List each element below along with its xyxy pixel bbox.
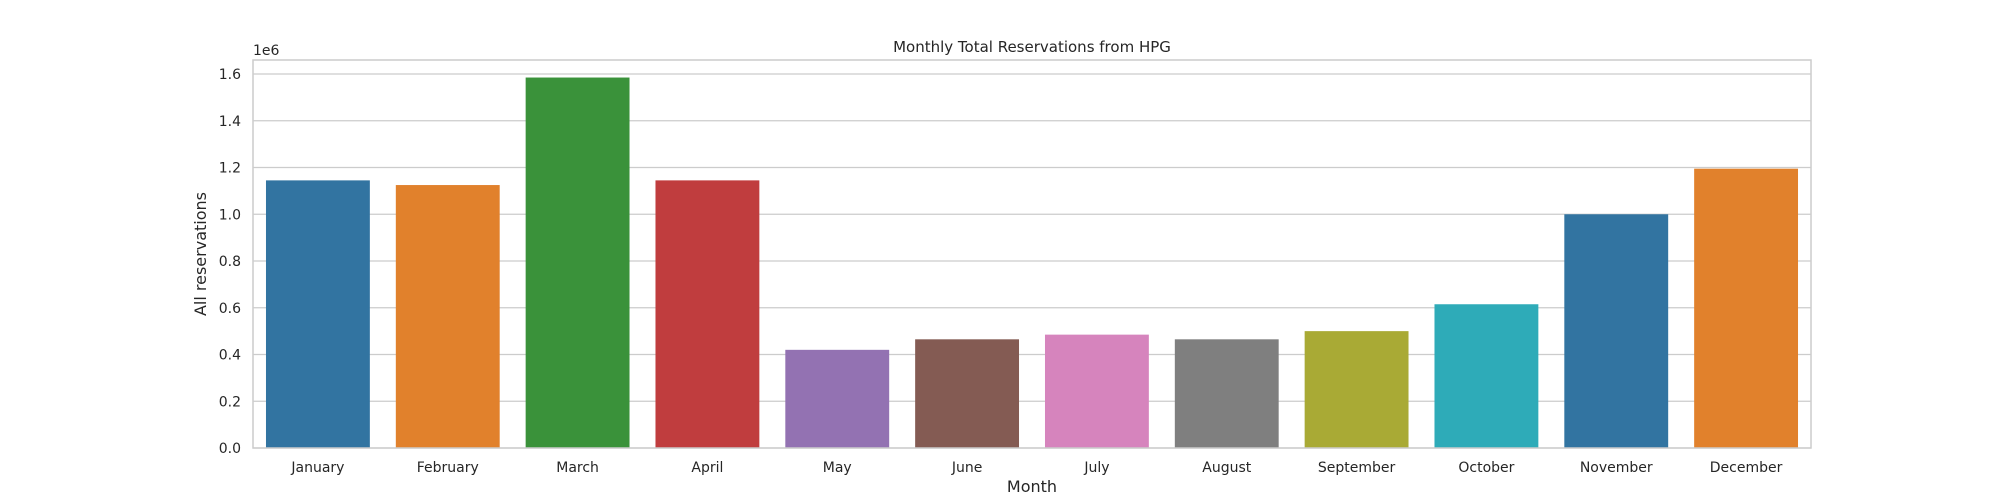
chart-title: Monthly Total Reservations from HPG xyxy=(893,38,1171,56)
x-tick-label: October xyxy=(1458,460,1514,476)
x-tick-label: July xyxy=(1083,460,1109,476)
plot-frame xyxy=(252,59,1812,449)
y-axis-label: All reservations xyxy=(191,192,210,316)
x-axis-label: Month xyxy=(1007,477,1057,496)
y-tick-label: 1.6 xyxy=(219,67,241,83)
x-tick-label: November xyxy=(1580,460,1653,476)
bar-november xyxy=(1564,214,1669,448)
bar-may xyxy=(785,349,890,448)
x-axis-ticks: January February March April May June July Augu… xyxy=(290,460,1782,476)
y-tick-label: 0.6 xyxy=(219,301,241,317)
y-tick-label: 0.8 xyxy=(219,254,241,270)
x-tick-label: April xyxy=(691,460,723,476)
y-axis-offset-label: 1e6 xyxy=(253,43,280,59)
x-tick-label: March xyxy=(556,460,599,476)
y-tick-label: 1.0 xyxy=(219,207,241,223)
x-tick-label: December xyxy=(1710,460,1783,476)
bar-august xyxy=(1174,339,1279,448)
bar-september xyxy=(1304,331,1409,448)
y-tick-label: 0.4 xyxy=(219,348,241,364)
x-tick-label: August xyxy=(1202,460,1252,476)
y-tick-label: 1.2 xyxy=(219,161,241,177)
x-tick-label: May xyxy=(823,460,852,476)
bar-january xyxy=(265,180,370,449)
bar-october xyxy=(1434,304,1539,448)
bar-april xyxy=(655,180,760,449)
y-tick-label: 0.0 xyxy=(219,441,241,457)
bar-december xyxy=(1694,168,1799,448)
x-tick-label: February xyxy=(417,460,479,476)
x-tick-label: January xyxy=(290,460,344,476)
bar-july xyxy=(1044,334,1149,448)
x-tick-label: June xyxy=(951,460,983,476)
bar-june xyxy=(915,339,1020,448)
bar-march xyxy=(525,77,630,448)
gridlines xyxy=(253,73,1811,449)
x-tick-label: September xyxy=(1318,460,1396,476)
bar-february xyxy=(395,185,500,448)
bars xyxy=(265,77,1799,449)
y-tick-label: 0.2 xyxy=(219,394,241,410)
y-axis-ticks: 0.0 0.2 0.4 0.6 0.8 1.0 1.2 1.4 1.6 xyxy=(219,67,241,457)
y-tick-label: 1.4 xyxy=(219,114,241,130)
